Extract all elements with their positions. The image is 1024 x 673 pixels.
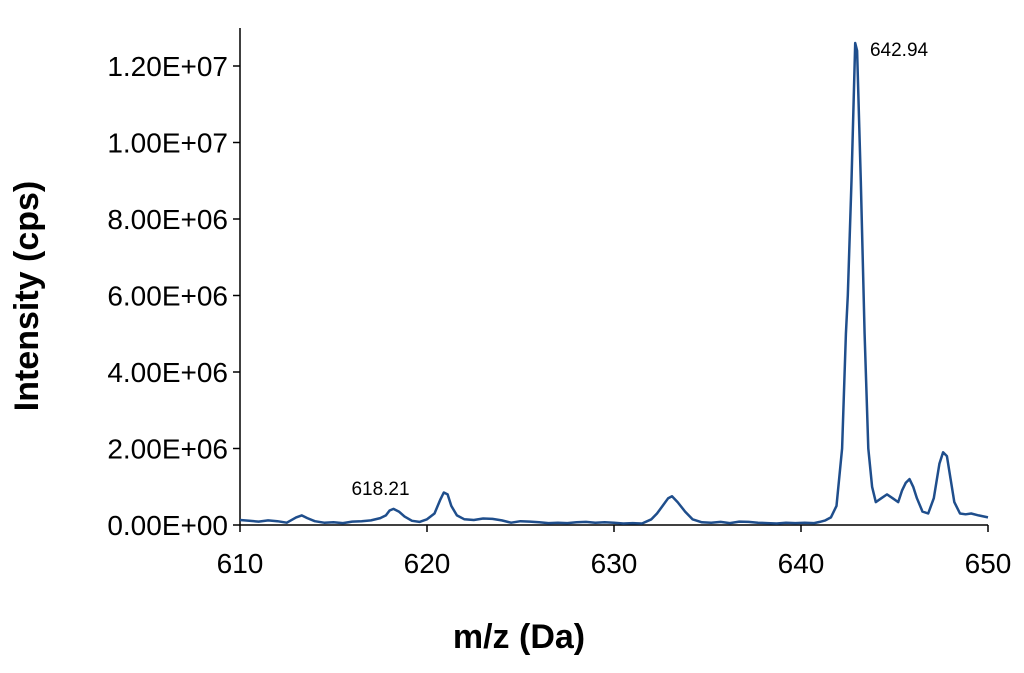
y-tick-label: 2.00E+06 bbox=[107, 434, 228, 465]
x-tick-label: 620 bbox=[404, 548, 451, 579]
y-axis-title: Intensity (cps) bbox=[8, 181, 46, 411]
peak-label: 642.94 bbox=[870, 40, 929, 61]
x-tick-label: 610 bbox=[217, 548, 264, 579]
x-axis-title: m/z (Da) bbox=[453, 618, 585, 656]
x-tick-label: 630 bbox=[591, 548, 638, 579]
y-axis-ticks: 0.00E+00 2.00E+06 4.00E+06 6.00E+06 8.00E+06… bbox=[107, 51, 240, 541]
peak-annotations: 618.21 642.94 bbox=[351, 40, 928, 500]
y-tick-label: 1.20E+07 bbox=[107, 51, 228, 82]
x-axis-ticks: 610 620 630 640 650 bbox=[217, 525, 1012, 579]
y-tick-label: 1.00E+07 bbox=[107, 128, 228, 159]
y-tick-label: 4.00E+06 bbox=[107, 357, 228, 388]
x-tick-label: 650 bbox=[965, 548, 1012, 579]
peak-label: 618.21 bbox=[351, 479, 409, 500]
y-tick-label: 0.00E+00 bbox=[107, 510, 228, 541]
spectrum-series-line bbox=[239, 41, 989, 525]
y-tick-label: 8.00E+06 bbox=[107, 204, 228, 235]
y-tick-label: 6.00E+06 bbox=[107, 281, 228, 312]
x-tick-label: 640 bbox=[778, 548, 825, 579]
